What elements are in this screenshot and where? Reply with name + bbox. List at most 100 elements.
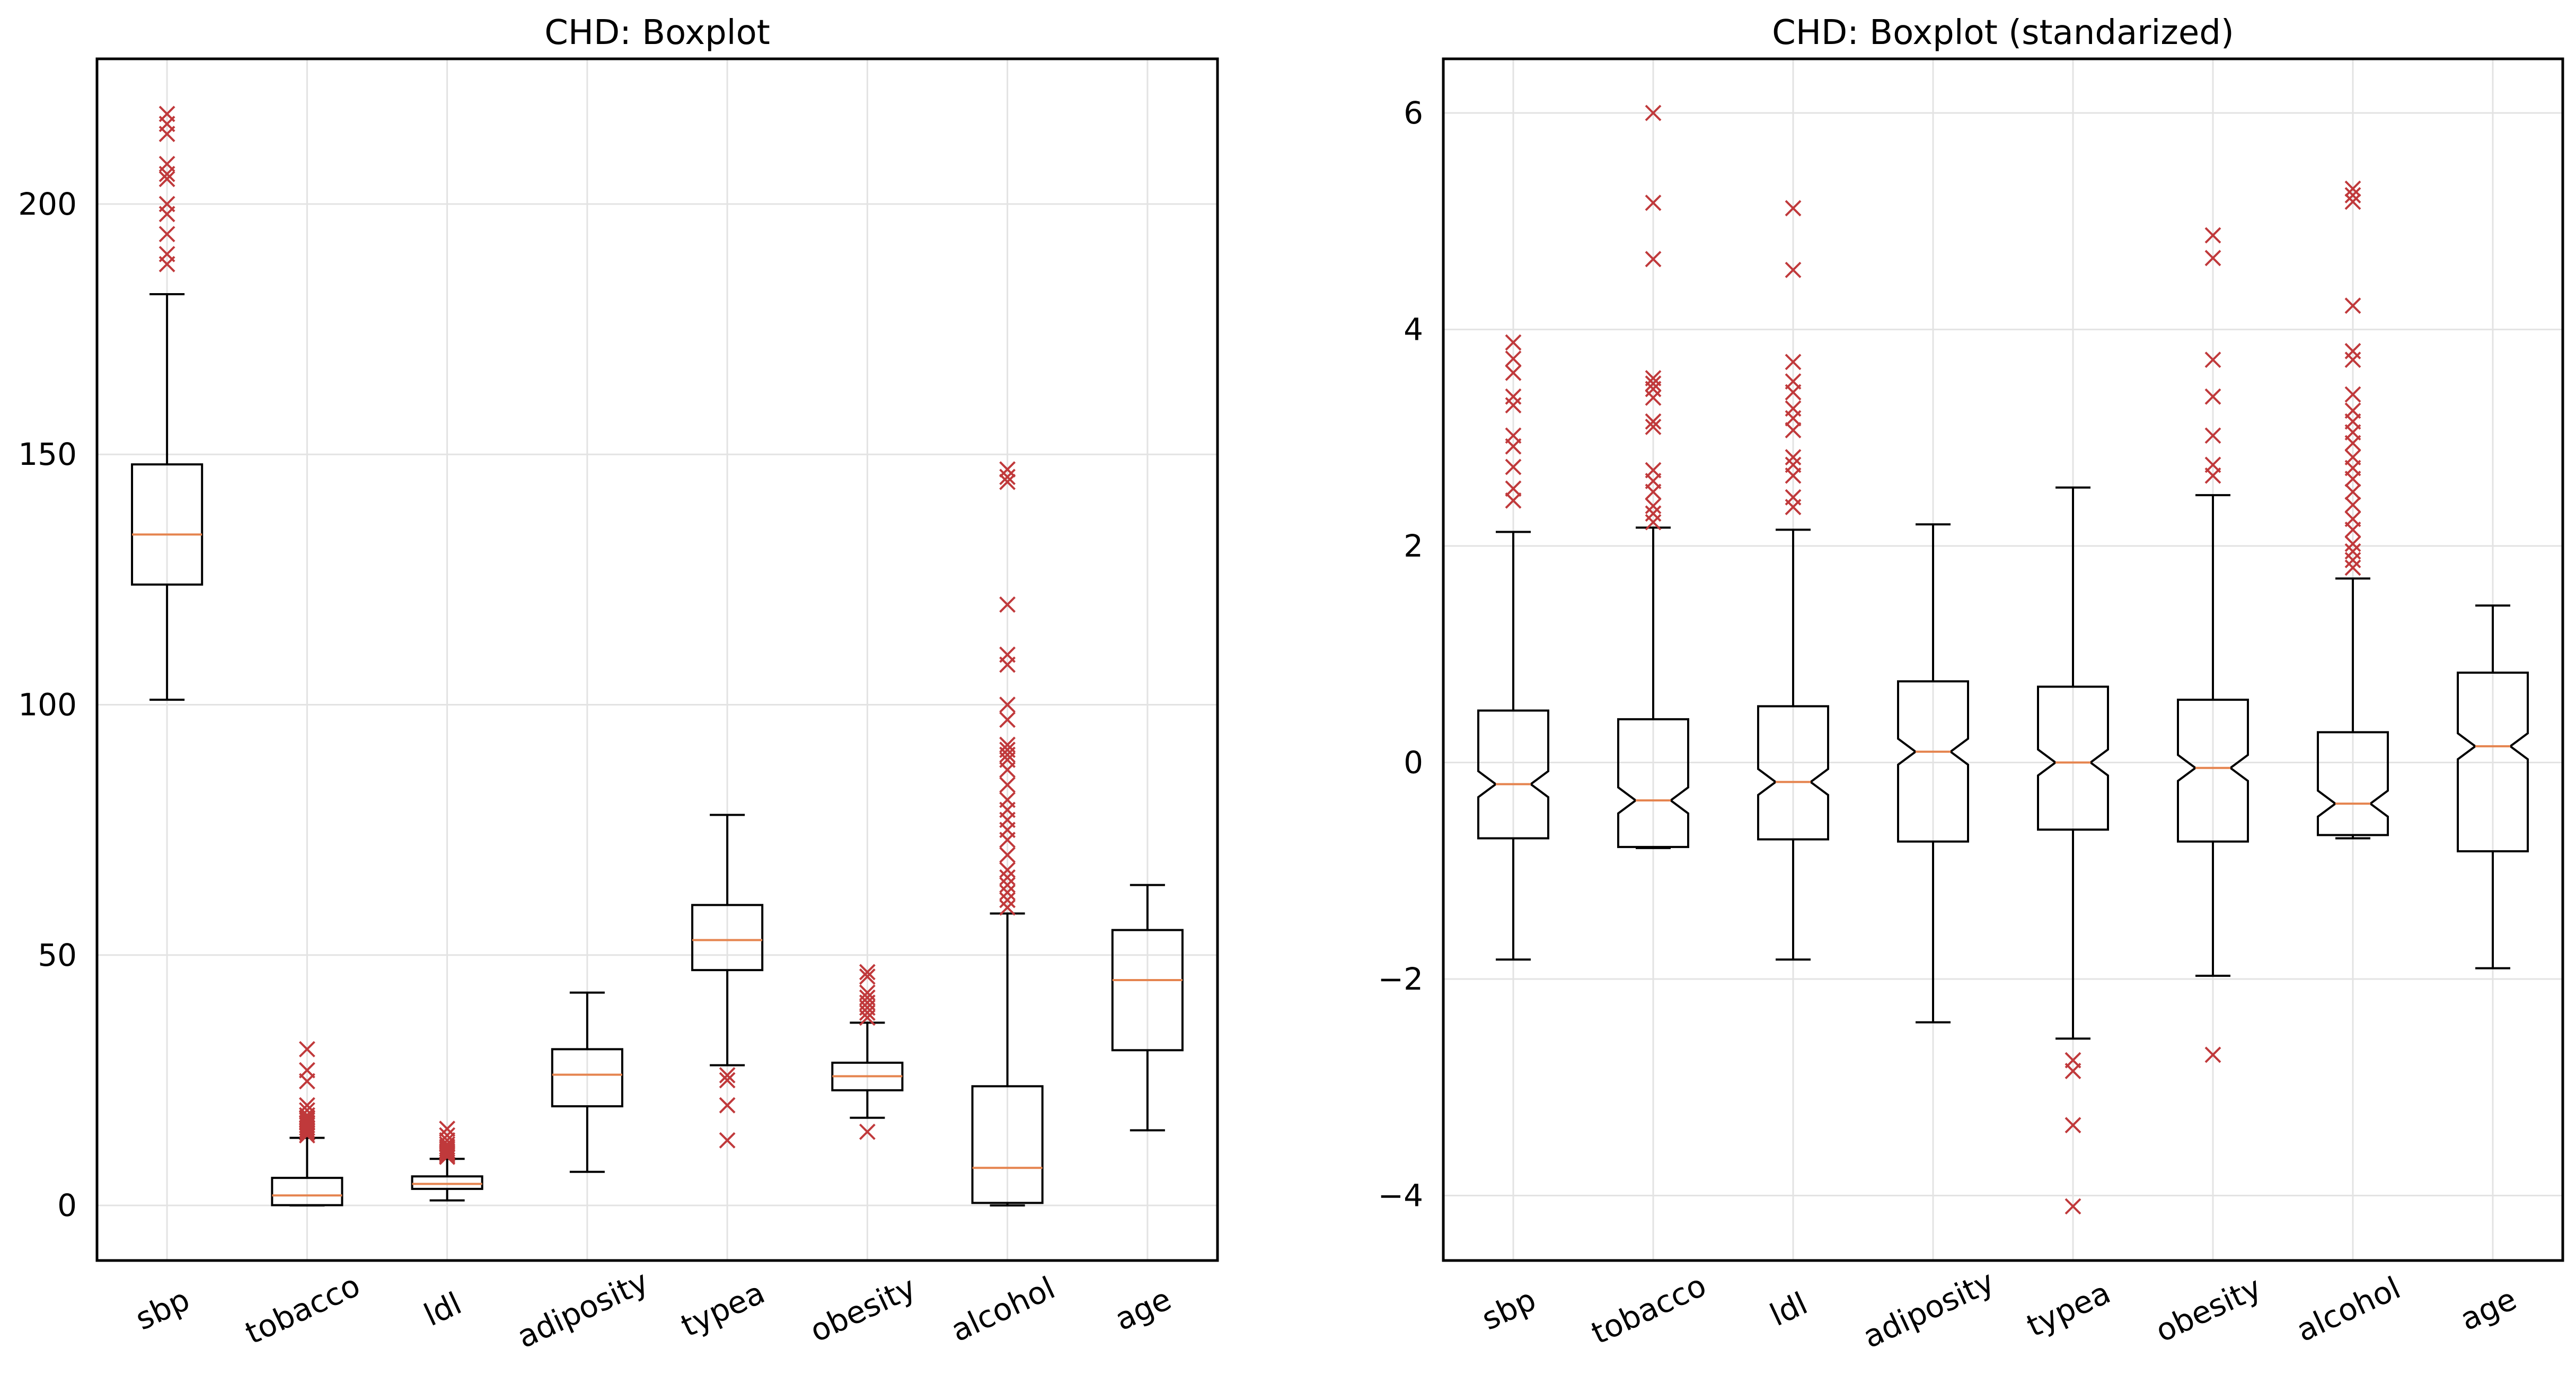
box <box>971 1085 1044 1204</box>
outlier-marker <box>2344 483 2361 500</box>
outlier-marker <box>999 791 1016 808</box>
box <box>131 463 204 586</box>
outlier-marker <box>719 1132 736 1149</box>
outlier-marker <box>1645 370 1662 386</box>
outlier-marker <box>2204 227 2221 244</box>
outlier-marker <box>2065 1198 2081 1215</box>
outlier-marker <box>999 473 1016 490</box>
outlier-marker <box>1505 492 1522 509</box>
x-tick-label: ldl <box>419 1285 467 1333</box>
y-tick-label: 4 <box>1404 312 1423 348</box>
outlier-marker <box>1645 462 1662 479</box>
outlier-marker <box>1505 427 1522 444</box>
outlier-marker <box>2344 343 2361 359</box>
outlier-marker <box>1785 354 1802 371</box>
outlier-marker <box>999 884 1016 901</box>
outlier-marker <box>1785 489 1802 506</box>
outlier-marker <box>2204 250 2221 267</box>
outlier-marker <box>298 1097 315 1114</box>
boxplot-panel-raw: 0 50 100 150 200 sbp tobacco ldl adiposity typea o… <box>18 13 1219 1355</box>
outlier-marker <box>999 596 1016 613</box>
outlier-marker <box>158 245 175 262</box>
outlier-marker <box>2344 559 2361 576</box>
outlier-marker <box>2344 297 2361 314</box>
outlier-marker <box>859 964 876 981</box>
outlier-marker <box>1505 388 1522 405</box>
outlier-marker <box>1505 350 1522 367</box>
outlier-marker <box>719 1067 736 1083</box>
outlier-marker <box>2344 543 2361 560</box>
y-tick-label: 2 <box>1404 528 1423 564</box>
outlier-marker <box>719 1072 736 1089</box>
outlier-marker <box>999 869 1016 886</box>
outlier-marker <box>859 984 876 1001</box>
x-tick-label: typea <box>2021 1274 2115 1344</box>
outlier-marker <box>2344 449 2361 465</box>
outlier-marker <box>2065 1117 2081 1134</box>
outlier-marker <box>298 1109 315 1126</box>
outlier-marker <box>1505 334 1522 351</box>
outlier-marker <box>999 711 1016 728</box>
x-tick-label: sbp <box>130 1281 195 1337</box>
outlier-marker <box>439 1139 456 1155</box>
x-tick-label: tobacco <box>1586 1267 1712 1351</box>
outlier-marker <box>1645 413 1662 430</box>
outlier-marker <box>1645 195 1662 211</box>
box <box>1897 680 1969 843</box>
outlier-marker <box>859 968 876 985</box>
outlier-marker <box>2204 1046 2221 1063</box>
outlier-marker <box>439 1144 456 1161</box>
box <box>271 1177 343 1206</box>
outlier-marker <box>1785 456 1802 473</box>
x-tick-label: ldl <box>1765 1285 1813 1333</box>
outlier-marker <box>439 1121 456 1137</box>
outlier-marker <box>2204 351 2221 368</box>
box <box>2037 685 2109 831</box>
y-tick-label: −4 <box>1378 1177 1424 1213</box>
outlier-marker <box>999 461 1016 478</box>
outlier-marker <box>298 1062 315 1079</box>
outlier-marker <box>2204 388 2221 405</box>
box <box>1757 705 1829 841</box>
y-tick-label: 6 <box>1404 95 1423 131</box>
outlier-marker <box>719 1097 736 1114</box>
outlier-marker <box>1785 422 1802 438</box>
outlier-marker <box>999 877 1016 893</box>
outlier-marker <box>1645 505 1662 522</box>
outlier-marker <box>298 1114 315 1131</box>
outlier-marker <box>1505 364 1522 381</box>
outlier-marker <box>2344 402 2361 419</box>
outlier-marker <box>2344 510 2361 527</box>
outlier-marker <box>158 171 175 188</box>
outlier-marker <box>298 1102 315 1119</box>
outlier-marker <box>1645 418 1662 435</box>
x-tick-label: age <box>1109 1281 1177 1337</box>
outlier-marker <box>999 847 1016 863</box>
y-tick-label: 100 <box>18 687 77 723</box>
outlier-marker <box>298 1041 315 1057</box>
outlier-marker <box>2204 456 2221 473</box>
outlier-marker <box>1645 375 1662 392</box>
box <box>1617 718 1689 848</box>
outlier-marker <box>859 989 876 1006</box>
box <box>1477 709 1549 840</box>
box <box>411 1175 483 1190</box>
outlier-marker <box>1785 449 1802 465</box>
x-tick-label: alcohol <box>2291 1270 2406 1348</box>
box <box>1111 929 1184 1052</box>
box <box>2457 672 2529 852</box>
outlier-marker <box>999 736 1016 753</box>
outlier-marker <box>859 1123 876 1140</box>
outlier-marker <box>1645 104 1662 121</box>
outlier-marker <box>999 861 1016 878</box>
outlier-marker <box>2204 427 2221 444</box>
outlier-marker <box>439 1132 456 1149</box>
outlier-marker <box>2344 535 2361 552</box>
outlier-marker <box>158 155 175 172</box>
x-tick-label: adiposity <box>1857 1263 1999 1355</box>
outlier-marker <box>2344 386 2361 403</box>
x-tick-label: alcohol <box>946 1270 1061 1348</box>
outlier-marker <box>999 899 1016 916</box>
outlier-marker <box>999 777 1016 794</box>
